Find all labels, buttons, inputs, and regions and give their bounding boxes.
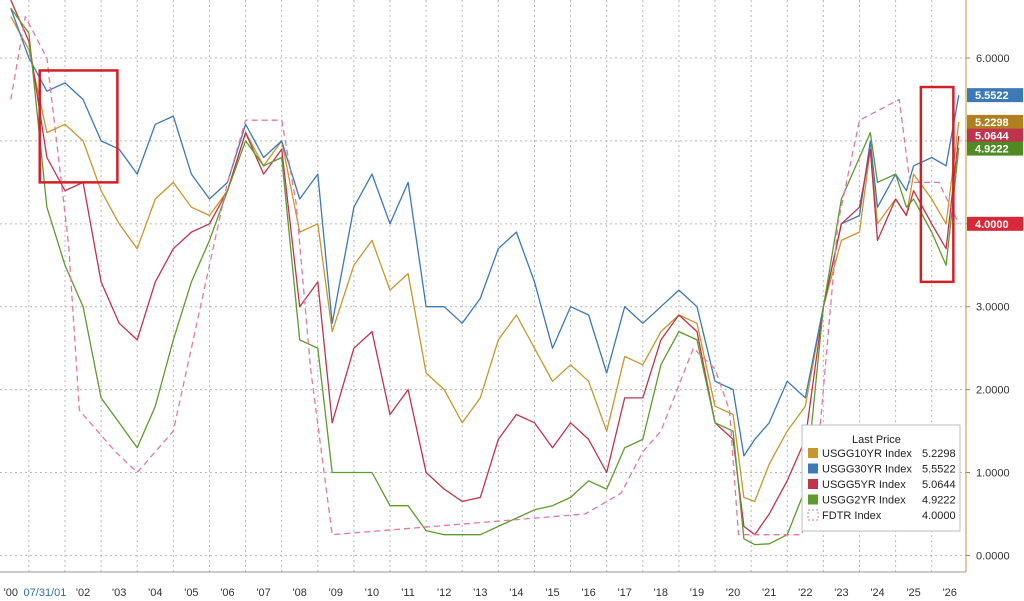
x-tick-label: '05	[184, 587, 198, 599]
x-tick-label: '17	[618, 587, 632, 599]
grid-lines	[0, 0, 966, 572]
x-tick-label: '00	[4, 587, 18, 599]
x-tick-label: '07	[256, 587, 270, 599]
legend-series-name: FDTR Index	[822, 510, 882, 522]
x-tick-label: '23	[834, 587, 848, 599]
x-tick-label: '12	[437, 587, 451, 599]
series-line-usgg2yr	[10, 7, 960, 546]
last-price-box	[967, 114, 1023, 129]
last-price-box	[967, 128, 1023, 143]
legend-series-last: 4.0000	[922, 510, 956, 522]
last-price-label: 5.2298	[975, 117, 1009, 129]
legend-swatch	[808, 463, 818, 474]
last-price-label: 4.0000	[975, 219, 1009, 231]
x-tick-label: '26	[943, 587, 957, 599]
legend-swatch	[807, 509, 819, 521]
series-lines	[10, 0, 960, 546]
x-tick-label: '25	[906, 587, 920, 599]
x-tick-label: '09	[329, 587, 343, 599]
legend-series-name: USGG30YR Index	[822, 464, 912, 476]
last-price-box	[967, 88, 1023, 103]
x-tick-label: '21	[762, 587, 776, 599]
legend-series-last: 5.2298	[922, 448, 956, 460]
x-tick-label: '18	[654, 587, 668, 599]
legend-swatch	[808, 448, 818, 458]
y-tick-label: 2.0000	[976, 385, 1010, 397]
y-tick-label: 1.0000	[976, 468, 1010, 480]
x-tick-label: '08	[293, 587, 307, 599]
legend: Last Price USGG10YR Index 5.2298 USGG30YR I…	[801, 424, 961, 532]
date-flag-bg	[18, 584, 75, 600]
last-price-box	[967, 141, 1023, 156]
last-price-label: 5.5522	[975, 90, 1009, 102]
x-tick-label: '11	[401, 587, 415, 599]
y-tick-label: 6.0000	[976, 53, 1010, 65]
legend-swatch	[808, 479, 818, 489]
x-tick-label: '04	[148, 587, 162, 599]
legend-box	[801, 424, 961, 532]
last-price-label: 4.9222	[975, 144, 1009, 156]
x-tick-label: '10	[365, 587, 379, 599]
legend-series-last: 4.9222	[922, 495, 956, 507]
date-flag: 07/31/01	[24, 587, 67, 599]
y-tick-label: 0.0000	[976, 550, 1010, 562]
legend-swatch	[808, 494, 818, 505]
x-tick-label: '19	[690, 587, 704, 599]
series-line-usgg10yr	[10, 16, 960, 503]
legend-series-name: USGG2YR Index	[822, 495, 906, 507]
x-tick-label: '20	[726, 587, 740, 599]
x-tick-label: '22	[798, 587, 812, 599]
legend-series-name: USGG10YR Index	[822, 448, 912, 460]
x-tick-label: '06	[220, 587, 234, 599]
x-tick-label: '24	[870, 587, 884, 599]
legend-series-last: 5.5522	[922, 464, 956, 476]
legend-series-name: USGG5YR Index	[822, 479, 906, 491]
last-price-label: 5.0644	[975, 131, 1010, 143]
x-tick-label: '15	[545, 587, 559, 599]
highlight-box-2	[919, 85, 955, 284]
y-tick-label: 3.0000	[976, 302, 1010, 314]
last-price-box	[967, 216, 1023, 231]
x-tick-label: '02	[76, 587, 90, 599]
series-line-usgg30yr	[10, 8, 960, 457]
x-tick-label: '16	[581, 587, 595, 599]
highlight-box-1	[38, 69, 119, 184]
highlight-boxes	[38, 69, 955, 284]
x-tick-label: '14	[509, 587, 523, 599]
legend-series-last: 5.0644	[922, 479, 956, 491]
x-tick-label: '03	[112, 587, 126, 599]
series-line-fdtr	[10, 15, 960, 536]
x-tick-label: '13	[473, 587, 487, 599]
legend-header: Last Price	[852, 434, 901, 446]
